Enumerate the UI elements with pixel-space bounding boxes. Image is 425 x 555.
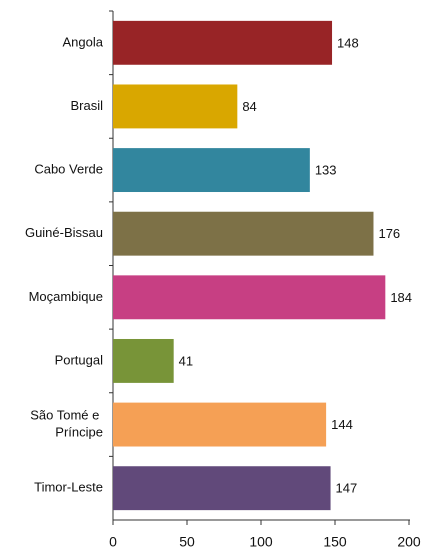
y-tick-label: Portugal xyxy=(55,352,104,367)
bar xyxy=(113,275,386,320)
x-tick-label: 0 xyxy=(109,534,117,550)
bar xyxy=(113,466,331,511)
bar xyxy=(113,338,174,383)
y-tick-label-line: São Tomé e xyxy=(30,408,103,423)
value-label: 148 xyxy=(337,35,359,50)
y-tick-label: São Tomé e Príncipe xyxy=(30,408,103,440)
x-tick-label: 200 xyxy=(397,534,421,550)
y-tick-label: Angola xyxy=(63,34,104,49)
x-tick-label: 100 xyxy=(249,534,273,550)
value-label: 176 xyxy=(378,226,400,241)
value-label: 133 xyxy=(315,163,337,178)
x-tick-label: 150 xyxy=(323,534,347,550)
value-label: 147 xyxy=(336,481,358,496)
value-label: 144 xyxy=(331,417,353,432)
bar xyxy=(113,402,327,447)
y-tick-label: Cabo Verde xyxy=(34,162,103,177)
y-tick-label: Brasil xyxy=(70,98,103,113)
y-tick-label: Moçambique xyxy=(29,289,103,304)
value-label: 184 xyxy=(390,290,412,305)
bar xyxy=(113,211,374,256)
y-tick-label-line: Príncipe xyxy=(55,425,103,440)
bar xyxy=(113,20,333,65)
y-tick-label: Timor-Leste xyxy=(34,480,103,495)
value-label: 84 xyxy=(242,99,256,114)
bar xyxy=(113,148,310,193)
y-tick-label: Guiné-Bissau xyxy=(25,225,103,240)
value-label: 41 xyxy=(179,353,193,368)
x-tick-label: 50 xyxy=(179,534,195,550)
bar xyxy=(113,84,238,129)
